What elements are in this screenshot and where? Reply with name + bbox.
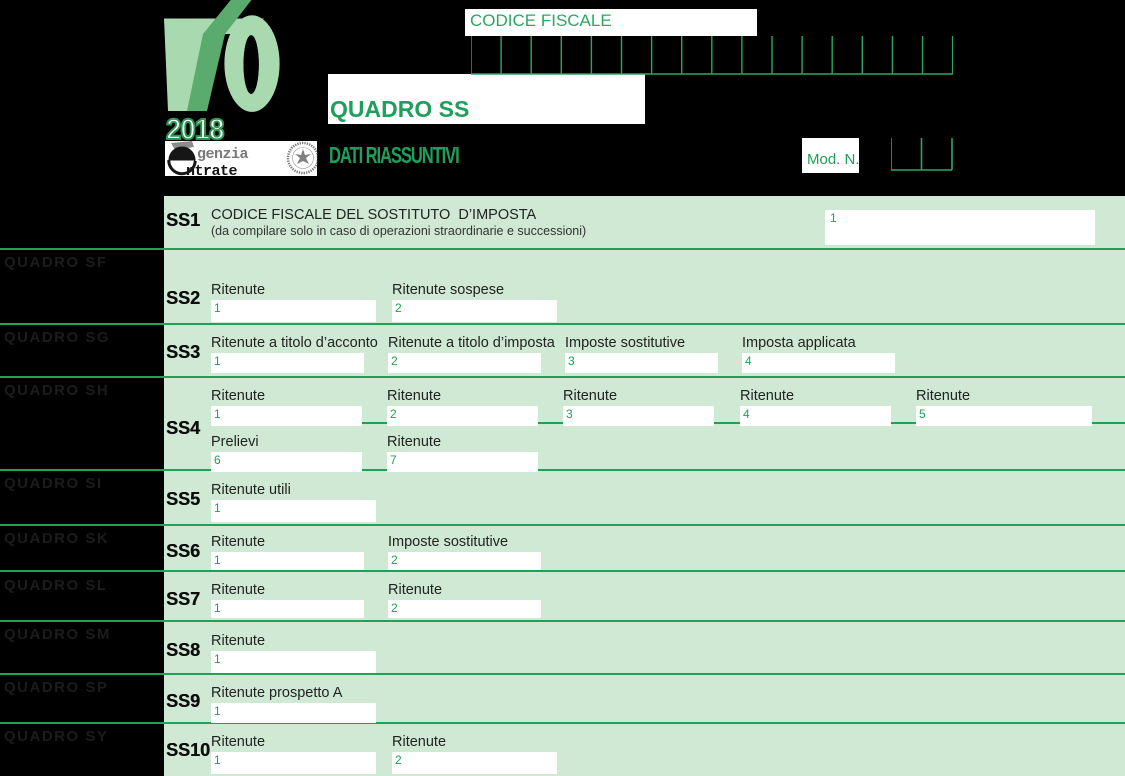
svg-text:genzia: genzia bbox=[197, 146, 249, 163]
svg-text:ntrate: ntrate bbox=[186, 163, 238, 176]
